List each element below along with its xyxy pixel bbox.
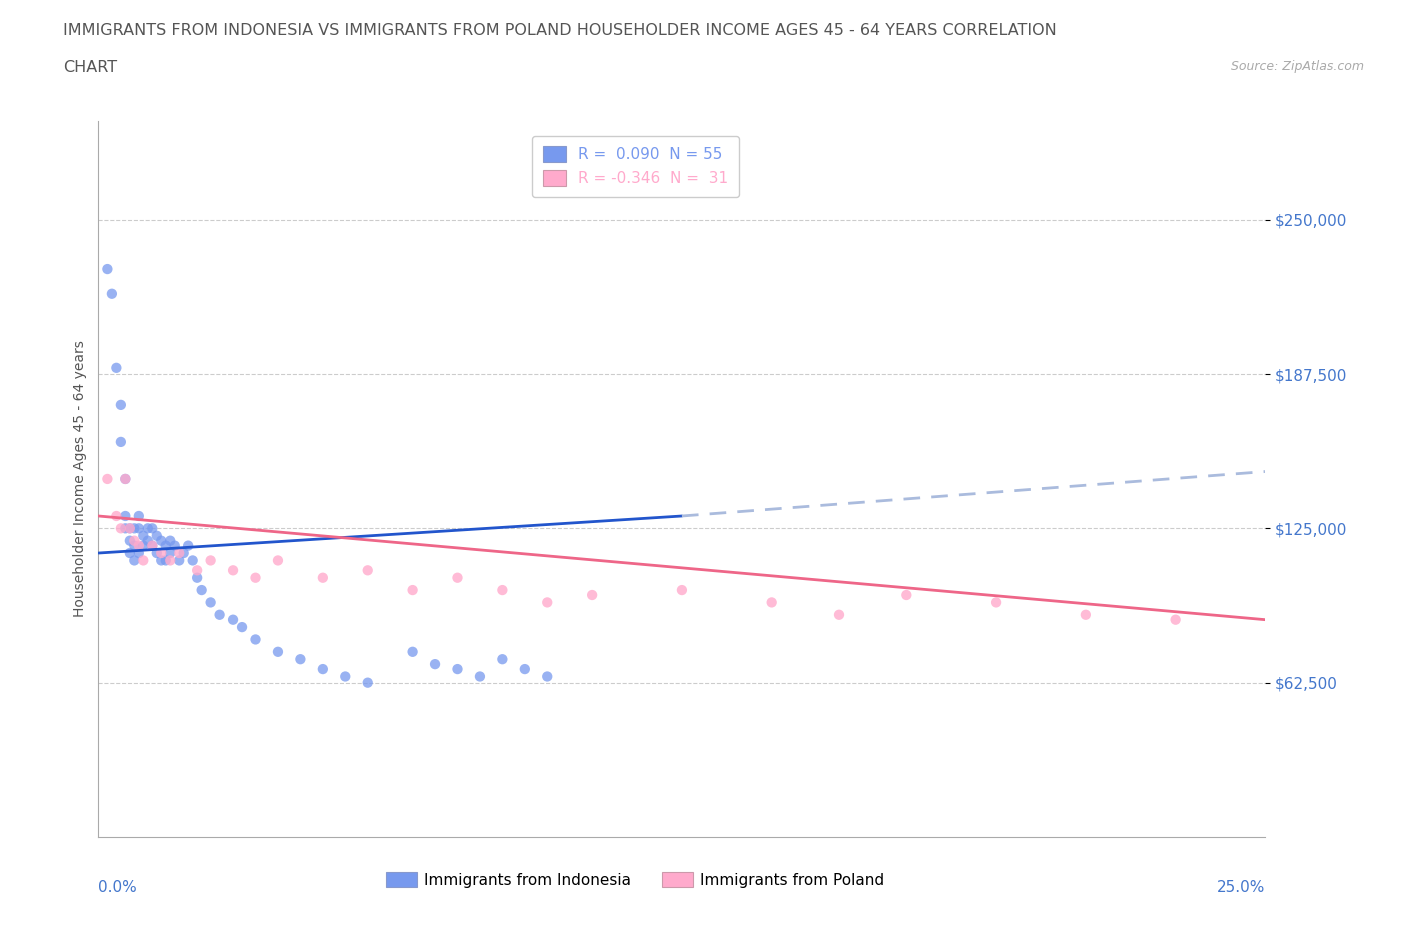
Point [222,612,245,627]
Point [114,509,136,524]
Point [132,553,155,568]
Text: Source: ZipAtlas.com: Source: ZipAtlas.com [1230,60,1364,73]
Point [132,538,155,553]
Point [761,595,783,610]
Text: CHART: CHART [63,60,117,75]
Text: 0.0%: 0.0% [98,880,138,895]
Point [105,509,128,524]
Point [190,582,212,597]
Point [128,521,150,536]
Point [101,286,124,301]
Point [468,669,491,684]
Point [357,675,380,690]
Point [124,533,146,548]
Point [118,533,141,548]
Point [128,509,150,524]
Point [423,657,446,671]
Point [150,533,173,548]
Point [401,582,423,597]
Point [335,669,357,684]
Point [136,533,159,548]
Point [155,553,177,568]
Point [110,434,132,449]
Point [159,533,181,548]
Point [1164,612,1187,627]
Point [984,595,1007,610]
Point [110,521,132,536]
Point [245,570,267,585]
Point [141,538,163,553]
Point [208,607,231,622]
Point [173,546,195,561]
Point [114,521,136,536]
Point [581,588,603,603]
Point [181,553,204,568]
Point [222,563,245,578]
Point [96,261,118,276]
Point [446,570,468,585]
Point [491,652,513,667]
Point [96,472,118,486]
Point [150,553,173,568]
Point [231,619,253,634]
Point [671,582,693,597]
Y-axis label: Householder Income Ages 45 - 64 years: Householder Income Ages 45 - 64 years [73,340,87,618]
Point [118,521,141,536]
Point [124,538,146,553]
Point [186,570,208,585]
Point [118,521,141,536]
Point [200,595,222,610]
Point [105,361,128,376]
Point [513,661,536,676]
Point [159,546,181,561]
Point [110,397,132,412]
Point [267,553,290,568]
Point [146,528,169,543]
Text: IMMIGRANTS FROM INDONESIA VS IMMIGRANTS FROM POLAND HOUSEHOLDER INCOME AGES 45 -: IMMIGRANTS FROM INDONESIA VS IMMIGRANTS … [63,23,1057,38]
Point [124,521,146,536]
Point [136,521,159,536]
Point [357,563,380,578]
Point [155,538,177,553]
Point [114,472,136,486]
Point [446,661,468,676]
Point [114,472,136,486]
Point [186,563,208,578]
Legend: Immigrants from Indonesia, Immigrants from Poland: Immigrants from Indonesia, Immigrants fr… [380,866,890,894]
Point [146,546,169,561]
Point [1074,607,1097,622]
Point [177,538,200,553]
Point [401,644,423,659]
Point [128,546,150,561]
Point [159,553,181,568]
Point [267,644,290,659]
Point [200,553,222,568]
Point [245,632,267,647]
Point [828,607,851,622]
Point [150,546,173,561]
Point [312,570,335,585]
Point [124,553,146,568]
Point [118,546,141,561]
Point [536,595,558,610]
Point [163,538,186,553]
Point [141,521,163,536]
Point [128,538,150,553]
Point [141,538,163,553]
Point [167,546,190,561]
Point [491,582,513,597]
Point [312,661,335,676]
Point [536,669,558,684]
Point [167,553,190,568]
Point [896,588,918,603]
Point [132,528,155,543]
Text: 25.0%: 25.0% [1218,880,1265,895]
Point [290,652,312,667]
